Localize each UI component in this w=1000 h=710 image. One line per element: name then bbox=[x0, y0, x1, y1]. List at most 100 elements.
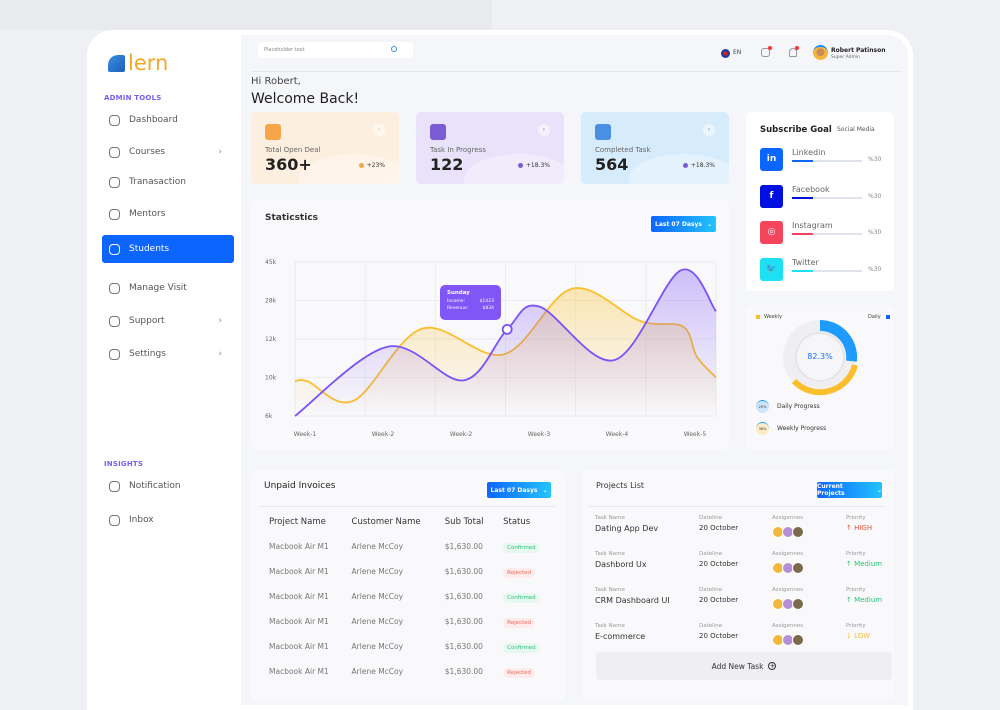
search-input[interactable]: Placeholder text bbox=[258, 42, 413, 58]
progress-label: Daily Progress bbox=[777, 403, 820, 410]
chevron-down-icon: ⌄ bbox=[542, 486, 548, 494]
sidebar-item-label: Manage Visit bbox=[129, 283, 187, 293]
social-twitter[interactable]: 🐦 Twitter %30 bbox=[760, 257, 888, 282]
invoices-range-dropdown[interactable]: Last 07 Dasys ⌄ bbox=[487, 482, 551, 498]
social-facebook[interactable]: f Facebook %30 bbox=[760, 184, 888, 209]
stat-card[interactable]: › Completed Task 564 +18.3% bbox=[581, 112, 729, 184]
search-icon[interactable] bbox=[391, 46, 397, 52]
user-role: Super Admin bbox=[831, 55, 860, 60]
sidebar-item-manage-visit[interactable]: Manage Visit bbox=[102, 274, 234, 302]
highlight-point[interactable] bbox=[501, 323, 513, 335]
assignees-label: Assigennes bbox=[772, 587, 804, 593]
table-cell: $1,630.00 bbox=[444, 667, 483, 676]
sidebar-item-label: Students bbox=[129, 244, 170, 254]
table-row[interactable]: Macbook Air M1 Arlene McCoy $1,630.00 Rejec… bbox=[263, 609, 553, 634]
project-row[interactable]: Task Name CRM Dashboard UI Dateline 20 Oct… bbox=[595, 587, 885, 623]
statistics-title: Staticstics bbox=[265, 213, 319, 223]
facebook-icon: f bbox=[760, 184, 783, 208]
column-header: Sub Total bbox=[444, 517, 484, 527]
sidebar-item-notification[interactable]: Notification bbox=[102, 472, 234, 500]
column-header: Customer Name bbox=[351, 517, 421, 527]
table-cell: Arlene McCoy bbox=[351, 667, 404, 676]
avatar[interactable] bbox=[813, 45, 828, 60]
table-cell: Arlene McCoy bbox=[351, 642, 404, 651]
table-cell: Arlene McCoy bbox=[351, 567, 404, 576]
invoices-table: Project Name Customer Name Sub Total Status… bbox=[263, 510, 553, 684]
task-label: Task Name bbox=[595, 515, 625, 521]
card-wave-decoration bbox=[629, 154, 729, 184]
projects-filter-dropdown[interactable]: Current Projects ⌄ bbox=[817, 482, 882, 498]
chevron-right-icon[interactable]: › bbox=[703, 124, 715, 136]
status-cell: Rejected bbox=[497, 559, 553, 584]
stat-label: Completed Task bbox=[595, 146, 651, 154]
progress-item: 36% Weekly Progress bbox=[756, 422, 826, 435]
table-row[interactable]: Macbook Air M1 Arlene McCoy $1,630.00 Confi… bbox=[263, 584, 553, 609]
deadline-label: Dateline bbox=[699, 587, 723, 593]
bell-icon[interactable] bbox=[789, 46, 799, 57]
sidebar-item-inbox[interactable]: Inbox bbox=[102, 506, 234, 534]
table-cell: Macbook Air M1 bbox=[269, 592, 329, 601]
task-name: Dashbord Ux bbox=[595, 560, 647, 569]
social-progress-bar bbox=[792, 269, 862, 272]
sidebar-item-dashboard[interactable]: Dashboard bbox=[102, 106, 234, 134]
invoices-title: Unpaid Invoices bbox=[264, 481, 336, 491]
project-row[interactable]: Task Name Dashbord Ux Dateline 20 October … bbox=[595, 551, 885, 587]
task-name: Dating App Dev bbox=[595, 524, 659, 533]
sidebar-item-settings[interactable]: Settings › bbox=[102, 340, 234, 368]
priority-label: Priority bbox=[846, 551, 866, 557]
user-name[interactable]: Robert Patinson bbox=[831, 47, 886, 54]
table-row[interactable]: Macbook Air M1 Arlene McCoy $1,630.00 Rejec… bbox=[263, 559, 553, 584]
bell-icon bbox=[109, 480, 120, 492]
table-row[interactable]: Macbook Air M1 Arlene McCoy $1,630.00 Rejec… bbox=[263, 659, 553, 684]
social-linkedin[interactable]: in Linkedin %30 bbox=[760, 148, 888, 172]
chart-tooltip: Sunday Income: $1423 Revenue: $834 bbox=[440, 285, 501, 320]
chevron-right-icon[interactable]: › bbox=[373, 124, 385, 136]
deadline-label: Dateline bbox=[699, 623, 723, 629]
add-new-task-button[interactable]: Add New Task + bbox=[596, 652, 892, 680]
stat-card[interactable]: › Task In Progress 122 +18.3% bbox=[416, 112, 564, 184]
priority-value: ↑ Medium bbox=[846, 560, 883, 568]
status-cell: Confirmed bbox=[497, 584, 553, 609]
daily-arc bbox=[820, 320, 858, 362]
status-cell: Rejected bbox=[497, 609, 553, 634]
change-value: +18.3% bbox=[690, 162, 715, 169]
daily-legend-marker bbox=[886, 315, 890, 319]
course-icon bbox=[109, 146, 120, 158]
sidebar-item-mentors[interactable]: Mentors bbox=[102, 200, 234, 228]
sidebar-item-support[interactable]: Support › bbox=[102, 307, 234, 335]
uk-flag-icon[interactable] bbox=[721, 49, 730, 58]
stat-card[interactable]: › Total Open Deal 360+ +23% bbox=[251, 112, 399, 184]
x-tick-label: Week-2 bbox=[372, 431, 395, 438]
social-name: Twitter bbox=[792, 257, 819, 267]
sidebar-item-tranasaction[interactable]: Tranasaction bbox=[102, 168, 234, 196]
stat-label: Task In Progress bbox=[430, 146, 486, 154]
status-cell: Confirmed bbox=[497, 634, 553, 659]
table-row[interactable]: Macbook Air M1 Arlene McCoy $1,630.00 Confi… bbox=[263, 534, 553, 559]
logo-icon bbox=[108, 55, 125, 72]
statistics-range-dropdown[interactable]: Last 07 Dasys ⌄ bbox=[651, 216, 716, 232]
x-tick-label: Week-2 bbox=[450, 431, 473, 438]
social-progress-bar bbox=[792, 233, 862, 235]
progress-label: Weekly Progress bbox=[777, 425, 827, 432]
table-cell: Arlene McCoy bbox=[351, 592, 404, 601]
language-selector[interactable]: EN bbox=[733, 49, 742, 56]
change-value: +18.3% bbox=[525, 162, 550, 169]
y-tick-label: 12k bbox=[265, 336, 277, 343]
linkedin-icon: in bbox=[760, 148, 783, 171]
project-row[interactable]: Task Name Dating App Dev Dateline 20 Octob… bbox=[595, 515, 885, 551]
chevron-right-icon[interactable]: › bbox=[538, 124, 550, 136]
social-progress-bar bbox=[792, 160, 862, 162]
column-header: Project Name bbox=[269, 517, 326, 527]
social-instagram[interactable]: ◎ Instagram %30 bbox=[760, 221, 888, 245]
subscribe-title: Subscribe Goal bbox=[760, 125, 832, 135]
weekly-arc bbox=[791, 364, 858, 396]
weekly-legend-marker bbox=[756, 315, 760, 319]
chat-icon[interactable] bbox=[761, 46, 772, 57]
table-row[interactable]: Macbook Air M1 Arlene McCoy $1,630.00 Confi… bbox=[263, 634, 553, 659]
task-label: Task Name bbox=[595, 551, 625, 557]
social-percent: %30 bbox=[868, 192, 882, 200]
project-row[interactable]: Task Name E-commerce Dateline 20 October A… bbox=[595, 623, 885, 659]
sidebar-item-courses[interactable]: Courses › bbox=[102, 138, 234, 166]
series-area-0 bbox=[295, 269, 716, 416]
sidebar-item-students[interactable]: Students bbox=[102, 235, 234, 263]
